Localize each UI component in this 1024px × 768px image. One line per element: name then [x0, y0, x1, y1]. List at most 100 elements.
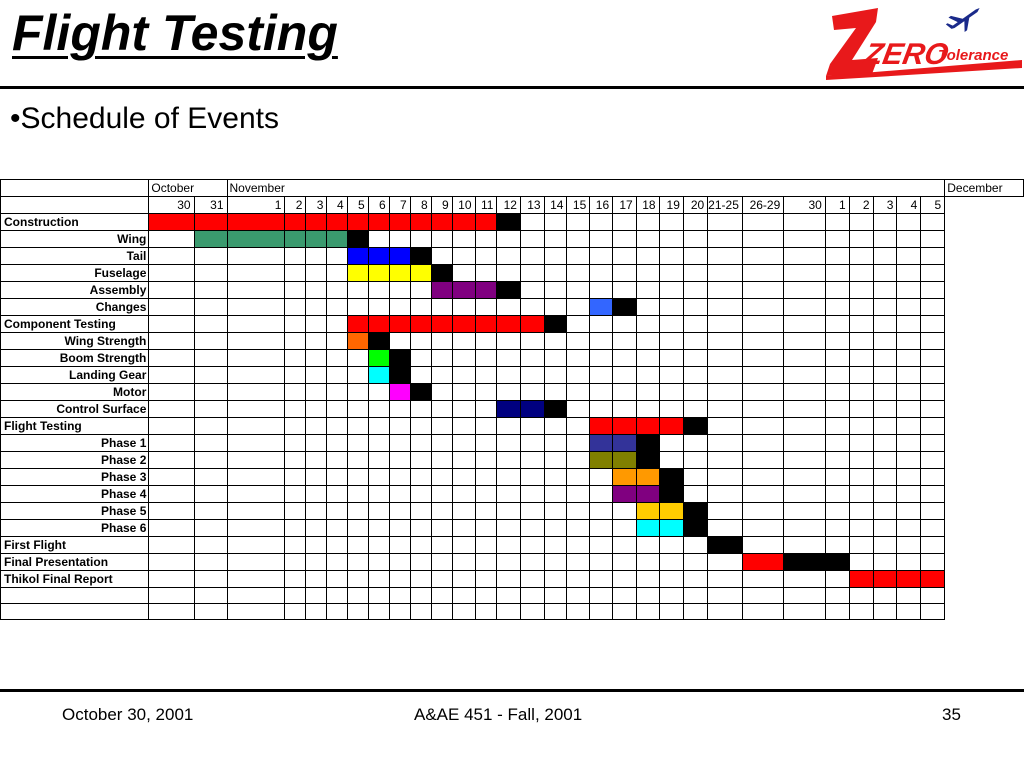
- schedule-cell: [451, 536, 476, 554]
- schedule-cell: [824, 536, 850, 554]
- task-bar-cell: [612, 417, 637, 435]
- schedule-cell: [326, 570, 348, 588]
- schedule-cell: [872, 536, 898, 554]
- schedule-cell: [872, 587, 898, 604]
- schedule-cell: [367, 603, 390, 620]
- schedule-cell: [896, 383, 922, 401]
- schedule-cell: [824, 570, 850, 588]
- task-bar-cell: [148, 213, 195, 231]
- task-bar-cell: [658, 519, 684, 537]
- milestone-cell: [682, 417, 709, 435]
- schedule-cell: [148, 281, 195, 299]
- schedule-cell: [543, 230, 568, 248]
- schedule-cell: [409, 281, 432, 299]
- schedule-cell: [388, 603, 411, 620]
- schedule-cell: [848, 468, 874, 486]
- schedule-cell: [896, 536, 922, 554]
- schedule-cell: [474, 468, 498, 486]
- task-row: Landing Gear: [0, 366, 1024, 384]
- task-label: Phase 4: [0, 485, 150, 503]
- schedule-cell: [635, 298, 660, 316]
- schedule-cell: [519, 298, 545, 316]
- schedule-cell: [566, 502, 591, 520]
- schedule-cell: [707, 264, 743, 282]
- schedule-cell: [589, 264, 614, 282]
- task-bar-cell: [635, 502, 660, 520]
- schedule-cell: [226, 366, 286, 384]
- day-label: 3: [872, 196, 898, 214]
- schedule-cell: [451, 383, 476, 401]
- schedule-cell: [824, 213, 850, 231]
- schedule-cell: [635, 400, 660, 418]
- schedule-cell: [824, 247, 850, 265]
- schedule-cell: [451, 230, 476, 248]
- schedule-cell: [148, 315, 195, 333]
- task-row: Phase 1: [0, 434, 1024, 452]
- day-label: 6: [367, 196, 390, 214]
- schedule-cell: [612, 213, 637, 231]
- schedule-cell: [824, 400, 850, 418]
- task-bar-cell: [193, 230, 228, 248]
- schedule-cell: [326, 468, 348, 486]
- task-label: Phase 1: [0, 434, 150, 452]
- schedule-cell: [920, 332, 946, 350]
- schedule-cell: [193, 366, 228, 384]
- schedule-cell: [783, 468, 826, 486]
- schedule-cell: [430, 247, 453, 265]
- schedule-cell: [474, 519, 498, 537]
- schedule-cell: [872, 417, 898, 435]
- milestone-cell: [682, 519, 709, 537]
- schedule-cell: [566, 603, 591, 620]
- schedule-cell: [346, 485, 369, 503]
- schedule-cell: [872, 383, 898, 401]
- schedule-cell: [193, 603, 228, 620]
- month-span-cell: [368, 179, 390, 197]
- schedule-cell: [430, 366, 453, 384]
- schedule-cell: [193, 349, 228, 367]
- schedule-cell: [920, 587, 946, 604]
- schedule-cell: [872, 315, 898, 333]
- schedule-cell: [519, 230, 545, 248]
- task-row: Wing: [0, 230, 1024, 248]
- month-span-cell: [566, 179, 590, 197]
- schedule-cell: [741, 485, 785, 503]
- schedule-cell: [872, 434, 898, 452]
- milestone-cell: [635, 434, 660, 452]
- schedule-cell: [305, 298, 328, 316]
- schedule-cell: [543, 366, 568, 384]
- schedule-cell: [346, 434, 369, 452]
- schedule-cell: [741, 383, 785, 401]
- schedule-cell: [388, 468, 411, 486]
- schedule-cell: [496, 570, 521, 588]
- schedule-cell: [566, 315, 591, 333]
- month-span-cell: [1023, 179, 1024, 197]
- schedule-cell: [658, 247, 684, 265]
- schedule-cell: [920, 298, 946, 316]
- task-bar-cell: [388, 213, 411, 231]
- task-row: Component Testing: [0, 315, 1024, 333]
- schedule-cell: [824, 434, 850, 452]
- day-label: 30: [148, 196, 195, 214]
- milestone-cell: [682, 502, 709, 520]
- day-label: 31: [193, 196, 228, 214]
- schedule-cell: [284, 485, 307, 503]
- schedule-cell: [872, 553, 898, 571]
- task-bar-cell: [388, 315, 411, 333]
- schedule-cell: [496, 417, 521, 435]
- schedule-cell: [707, 400, 743, 418]
- schedule-cell: [783, 603, 826, 620]
- task-row: Control Surface: [0, 400, 1024, 418]
- schedule-cell: [451, 519, 476, 537]
- schedule-cell: [305, 281, 328, 299]
- schedule-cell: [658, 603, 684, 620]
- task-bar-cell: [589, 451, 614, 469]
- schedule-cell: [589, 502, 614, 520]
- schedule-cell: [451, 434, 476, 452]
- schedule-cell: [430, 298, 453, 316]
- footer-date: October 30, 2001: [62, 705, 194, 724]
- schedule-cell: [707, 587, 743, 604]
- schedule-cell: [848, 298, 874, 316]
- task-label: Motor: [0, 383, 150, 401]
- schedule-cell: [148, 587, 195, 604]
- schedule-cell: [741, 366, 785, 384]
